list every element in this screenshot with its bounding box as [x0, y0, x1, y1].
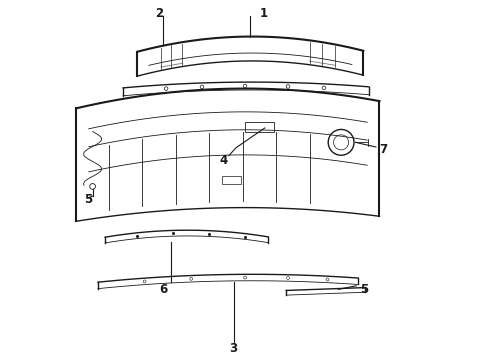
Text: 5: 5 [84, 193, 92, 206]
Bar [221, 176, 242, 184]
Text: 3: 3 [229, 342, 237, 355]
Text: 7: 7 [379, 143, 388, 156]
Text: 5: 5 [360, 283, 368, 296]
Text: 4: 4 [220, 154, 228, 167]
Text: 6: 6 [159, 283, 167, 296]
Text: 1: 1 [259, 7, 268, 20]
Text: 2: 2 [155, 7, 164, 20]
Bar [245, 122, 274, 132]
